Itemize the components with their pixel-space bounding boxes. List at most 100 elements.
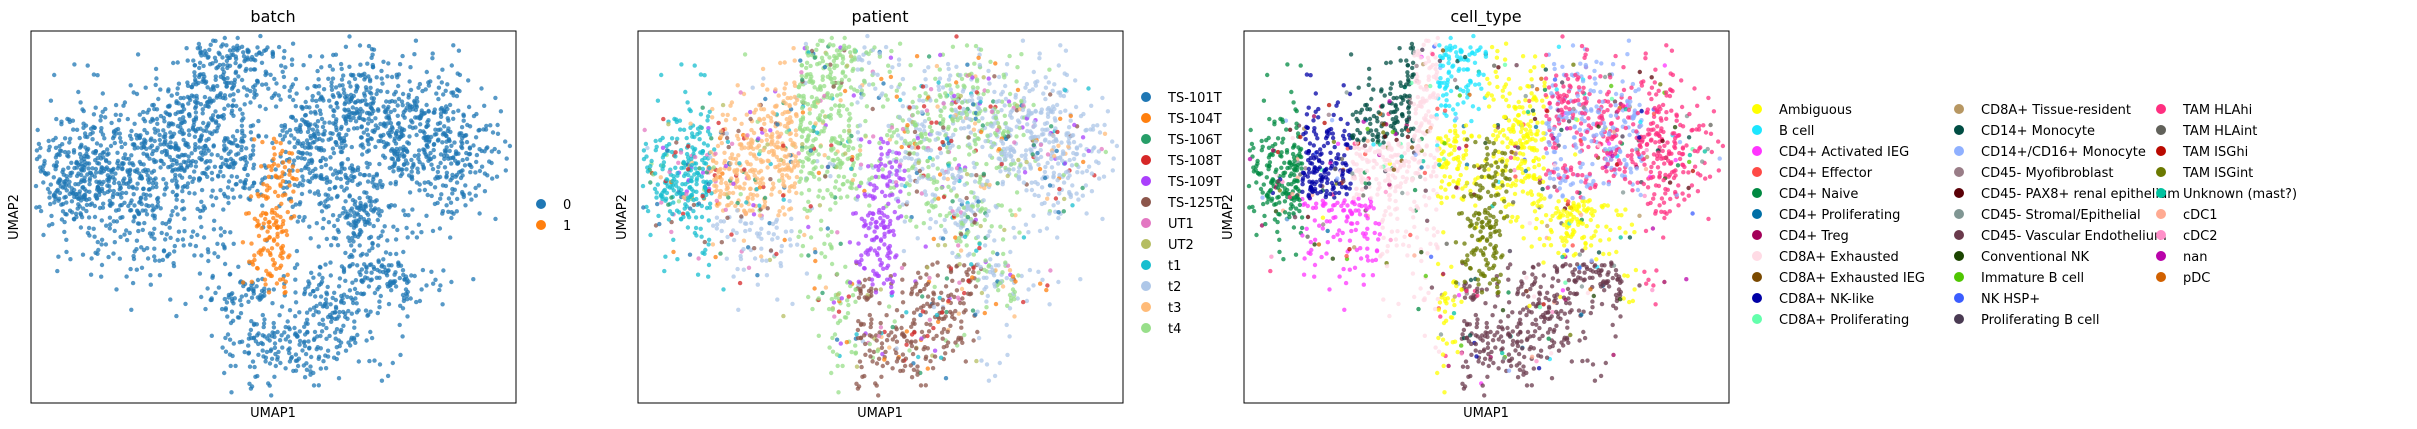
data-point — [865, 33, 870, 39]
data-point — [1021, 95, 1027, 101]
data-point — [323, 199, 328, 204]
data-point — [386, 263, 392, 268]
data-point — [684, 191, 689, 197]
data-point — [1023, 222, 1029, 227]
data-point — [54, 116, 59, 122]
data-point — [252, 137, 257, 142]
data-point — [193, 159, 199, 165]
data-point — [788, 115, 793, 120]
data-point — [385, 121, 390, 126]
data-point — [759, 159, 764, 165]
data-point — [846, 77, 852, 83]
data-point — [749, 127, 754, 133]
data-point — [451, 43, 456, 48]
data-point — [69, 210, 75, 215]
data-point — [283, 324, 288, 330]
data-point — [368, 85, 373, 91]
data-point — [111, 251, 116, 256]
data-point — [88, 272, 94, 277]
data-point — [308, 372, 313, 377]
data-point — [733, 203, 738, 209]
data-point — [369, 335, 375, 341]
data-point — [334, 125, 339, 130]
data-point — [318, 158, 323, 164]
data-point — [731, 181, 736, 186]
data-point — [106, 151, 111, 156]
data-point — [86, 166, 91, 171]
data-point — [372, 358, 377, 363]
data-point — [268, 348, 273, 354]
data-point — [59, 202, 64, 207]
data-point — [324, 292, 330, 297]
data-point — [355, 290, 360, 296]
data-point — [673, 150, 678, 155]
data-point — [849, 166, 854, 171]
data-point — [793, 154, 798, 159]
data-point — [841, 181, 846, 187]
data-point — [281, 74, 287, 80]
data-point — [380, 81, 385, 86]
data-point — [124, 237, 130, 243]
data-point — [375, 310, 380, 316]
data-point — [788, 243, 793, 248]
data-point — [203, 143, 208, 149]
data-point — [493, 216, 498, 222]
data-point — [503, 139, 508, 144]
data-point — [208, 159, 213, 164]
data-point — [197, 60, 203, 65]
data-point — [681, 195, 686, 200]
data-point — [112, 240, 118, 245]
data-point — [313, 84, 319, 89]
data-point — [429, 162, 434, 167]
data-point — [260, 312, 265, 318]
data-point — [720, 102, 726, 108]
data-point — [683, 89, 688, 95]
data-point — [378, 121, 383, 127]
data-point — [980, 182, 985, 187]
data-point — [667, 169, 672, 175]
data-point — [760, 82, 765, 88]
data-point — [792, 83, 798, 89]
data-point — [700, 151, 705, 156]
data-point — [842, 35, 847, 41]
data-point — [1008, 147, 1013, 153]
data-point — [46, 223, 52, 228]
data-point — [806, 187, 812, 193]
data-point — [134, 247, 139, 252]
data-point — [1029, 180, 1034, 185]
data-point — [654, 195, 659, 200]
data-point — [681, 214, 686, 220]
data-point — [152, 138, 157, 144]
data-point — [329, 196, 334, 201]
data-point — [664, 148, 670, 153]
data-point — [669, 229, 674, 235]
data-point — [724, 256, 729, 261]
data-point — [289, 57, 295, 62]
data-point — [393, 182, 398, 187]
data-point — [221, 207, 226, 212]
data-point — [384, 99, 389, 104]
data-point — [974, 173, 979, 178]
data-point — [212, 218, 217, 223]
data-point — [211, 85, 216, 90]
data-point — [365, 212, 371, 217]
data-point — [1021, 235, 1027, 240]
data-point — [751, 130, 757, 136]
data-point — [999, 108, 1004, 113]
data-point — [145, 256, 151, 261]
data-point — [130, 161, 135, 166]
data-point — [430, 228, 436, 234]
data-point — [332, 108, 337, 114]
data-point — [199, 253, 204, 258]
data-point — [315, 119, 321, 124]
data-point — [169, 93, 174, 98]
data-point — [34, 148, 40, 153]
data-point — [858, 84, 863, 90]
data-point — [746, 265, 752, 270]
data-point — [162, 192, 167, 197]
data-point — [469, 197, 474, 202]
data-point — [315, 189, 321, 194]
data-point — [72, 62, 77, 67]
data-point — [829, 148, 834, 153]
data-point — [846, 136, 851, 141]
